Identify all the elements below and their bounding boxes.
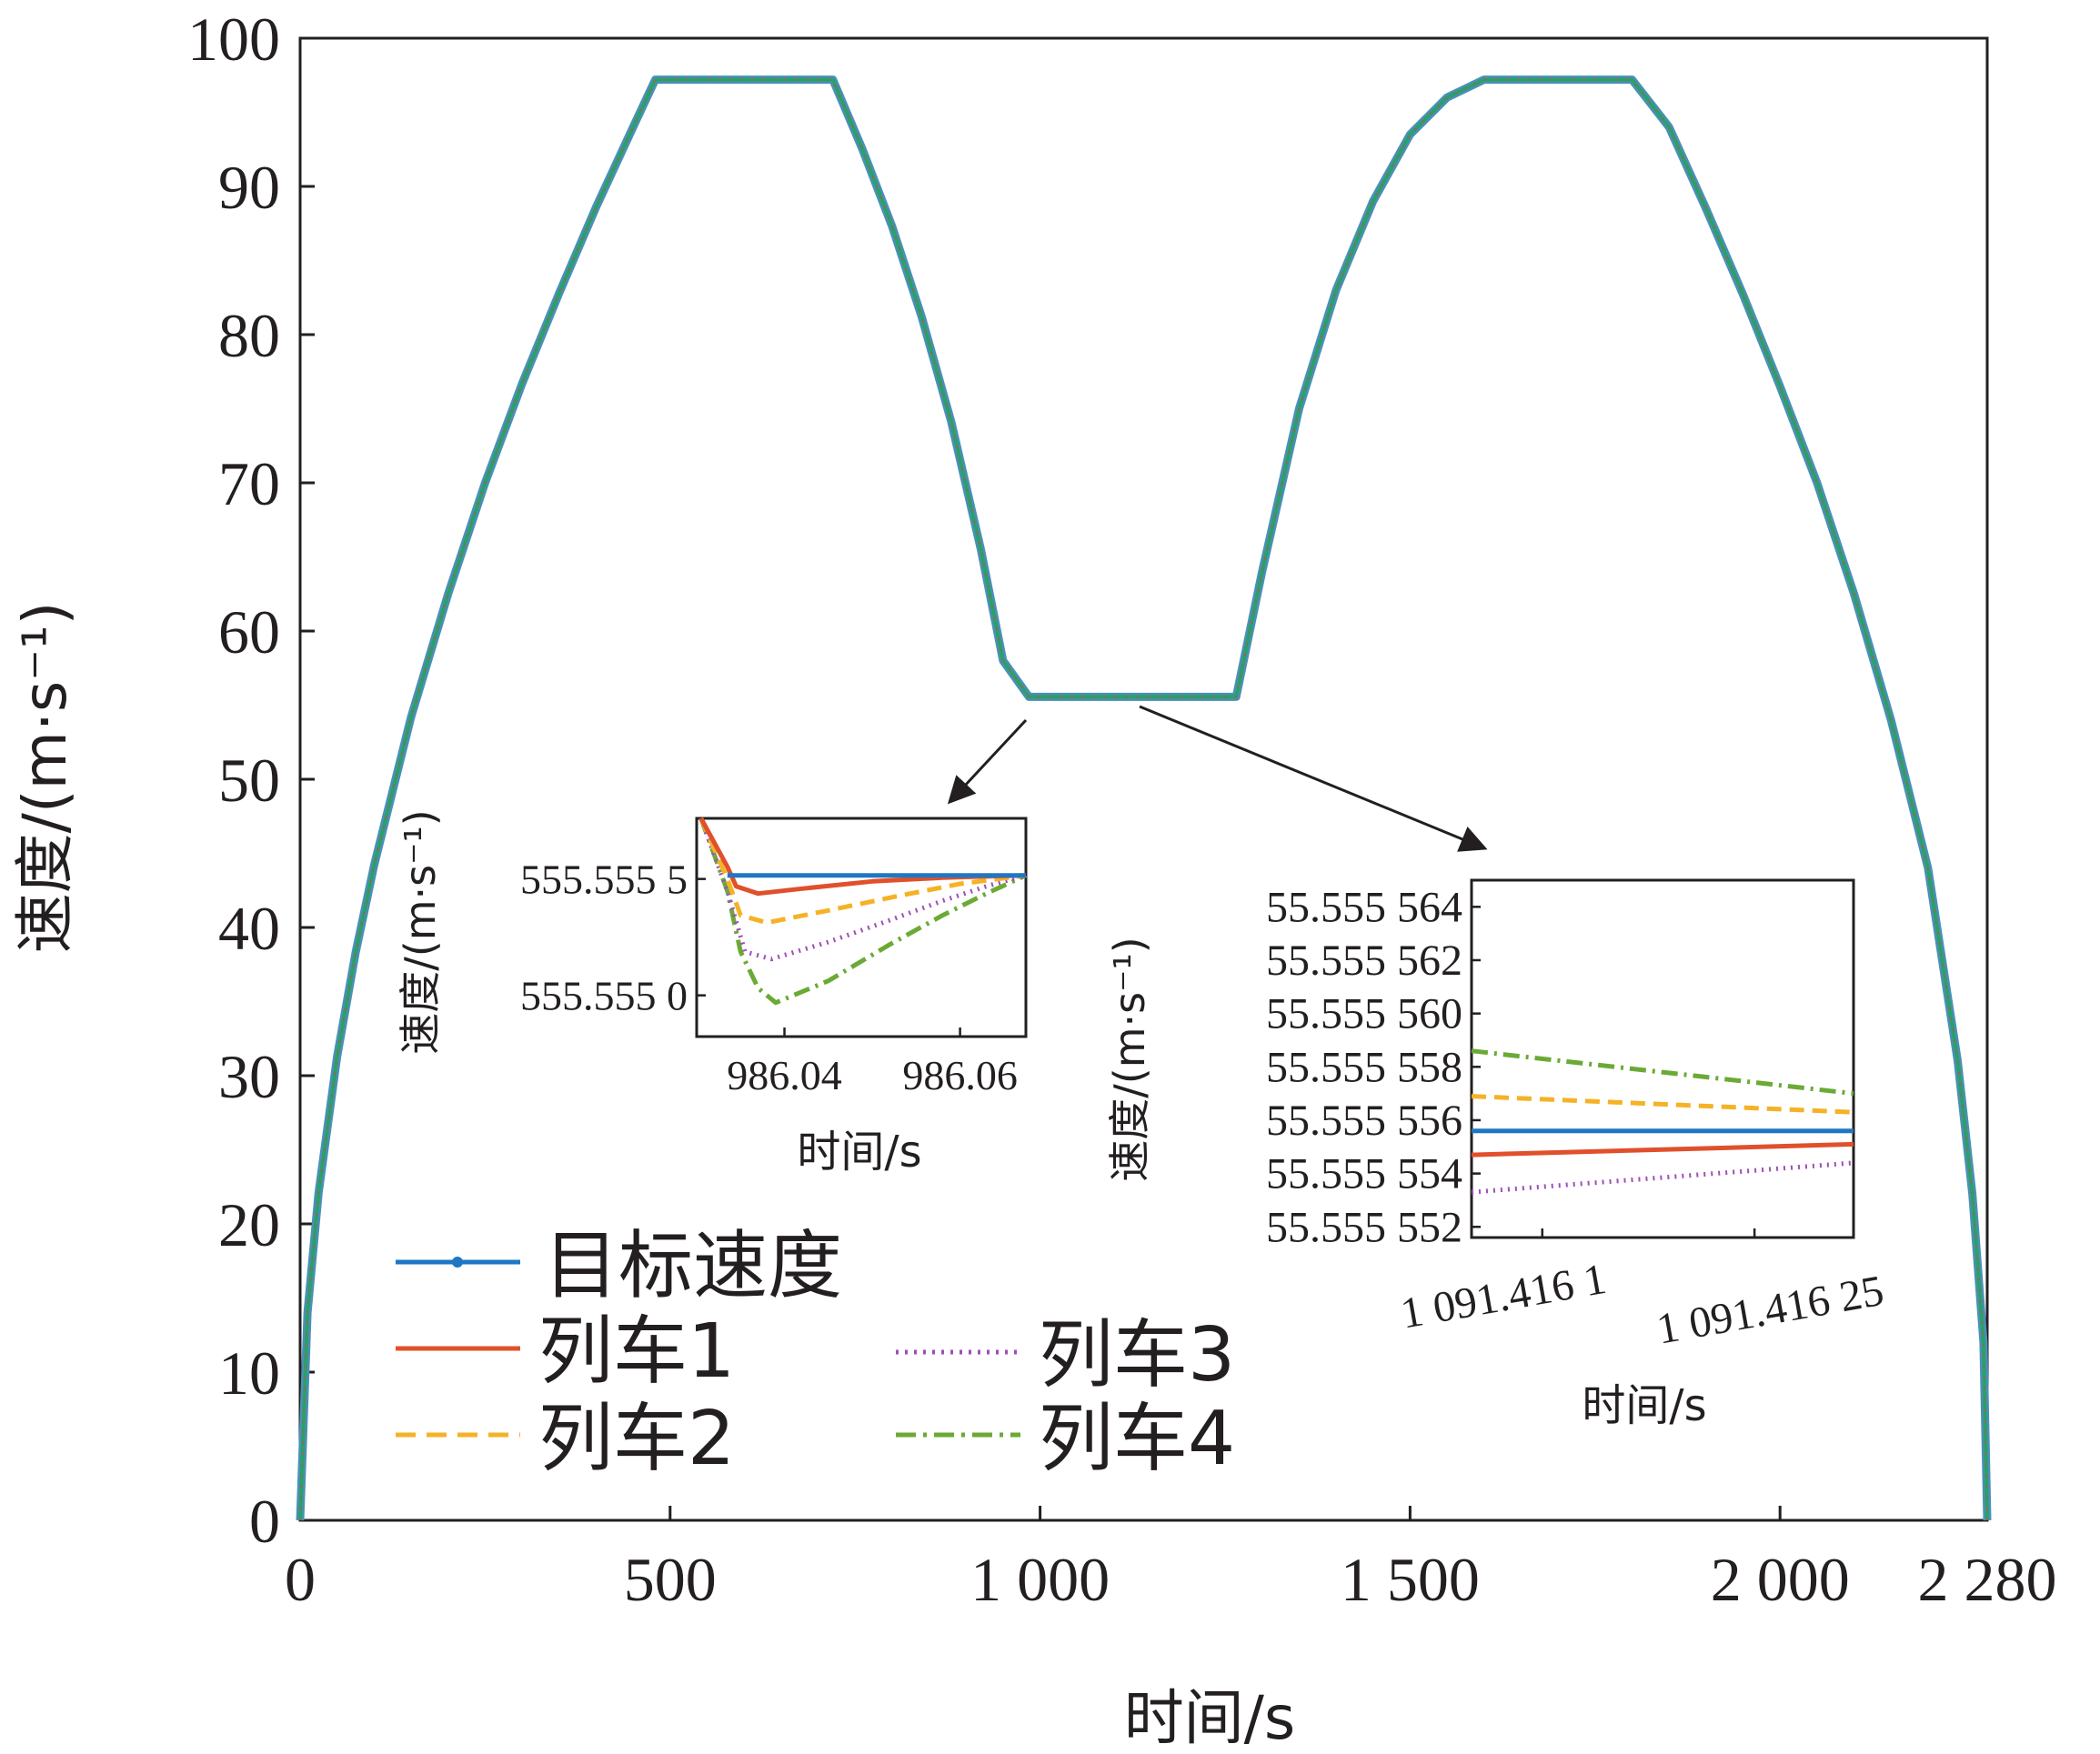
main-xtick-label: 2 000 <box>1711 1545 1850 1614</box>
main-xlabel: 时间/s <box>1124 1683 1296 1753</box>
legend-label-train2: 列车2 <box>538 1396 735 1482</box>
main-ylabel: 速度/(m·s⁻¹) <box>10 602 80 954</box>
inset1-ytick-label: 555.555 0 <box>520 973 688 1019</box>
inset2-ytick-label: 55.555 564 <box>1266 883 1462 931</box>
legend-entry-train3: 列车3 <box>896 1312 1235 1398</box>
main-ytick-label: 60 <box>218 597 280 667</box>
legend-label-train1: 列车1 <box>538 1308 735 1395</box>
main-xtick-label: 1 000 <box>970 1545 1110 1614</box>
inset1-series-group <box>698 817 1028 1006</box>
inset2-ytick-label: 55.555 556 <box>1266 1097 1462 1145</box>
main-series-group <box>296 75 1992 1521</box>
legend-entry-train2: 列车2 <box>396 1396 735 1482</box>
legend-entry-train4: 列车4 <box>896 1396 1235 1482</box>
inset2-ylabel: 速度/(m·s⁻¹) <box>1105 937 1154 1182</box>
inset2-series-train4 <box>1471 1048 1854 1097</box>
inset2-ytick-label: 55.555 552 <box>1266 1203 1462 1251</box>
main-ytick-label: 70 <box>218 449 280 518</box>
inset1-xtick-label: 986.06 <box>902 1052 1018 1098</box>
inset1-series-train4 <box>698 817 1028 1006</box>
main-xtick-label: 2 280 <box>1918 1545 2057 1614</box>
inset1-ytick-label: 555.555 5 <box>520 857 688 903</box>
main-ytick-label: 100 <box>187 5 280 74</box>
main-ytick-label: 90 <box>218 153 280 222</box>
main-xtick-label: 0 <box>285 1545 316 1614</box>
inset2-ytick-label: 55.555 554 <box>1266 1150 1462 1198</box>
main-ytick-label: 20 <box>218 1190 280 1259</box>
inset1-ylabel: 速度/(m·s⁻¹) <box>396 809 445 1055</box>
main-series-train4 <box>298 77 1989 1521</box>
legend-entry-train1: 列车1 <box>396 1308 735 1395</box>
inset1-series-train2 <box>698 817 1027 926</box>
inset1-axis-ticks: 555.555 5 555.555 0 986.04 986.06 <box>520 857 1018 1098</box>
main-xtick-label: 500 <box>624 1545 717 1614</box>
inset1-xlabel: 时间/s <box>797 1127 921 1178</box>
inset2-ytick-label: 55.555 558 <box>1266 1043 1462 1091</box>
main-ytick-label: 30 <box>218 1042 280 1111</box>
inset2-series-train1 <box>1471 1141 1854 1158</box>
main-ytick-label: 50 <box>218 746 280 815</box>
legend-label-target: 目标速度 <box>544 1223 842 1309</box>
legend-label-train4: 列车4 <box>1039 1396 1235 1482</box>
main-ytick-label: 80 <box>218 301 280 370</box>
inset2-series-group <box>1471 1048 1854 1195</box>
inset2-xtick-label: 1 091.416 1 <box>1397 1255 1610 1338</box>
inset2-ytick-label: 55.555 560 <box>1266 990 1462 1038</box>
zoom-arrow-right <box>1139 705 1488 852</box>
inset2-frame <box>1470 878 1855 1239</box>
inset2-xtick-label: 1 091.416 25 <box>1653 1267 1887 1354</box>
inset2-series-train2 <box>1471 1094 1854 1115</box>
main-ytick-label: 40 <box>218 894 280 963</box>
inset1-series-train3 <box>698 817 1027 962</box>
legend-entry-target: 目标速度 <box>396 1223 842 1309</box>
main-ytick-label: 10 <box>218 1338 280 1408</box>
inset2-ytick-label: 55.555 562 <box>1266 937 1462 985</box>
main-xtick-label: 1 500 <box>1341 1545 1480 1614</box>
inset1-frame <box>695 817 1028 1038</box>
inset2-xlabel: 时间/s <box>1582 1380 1706 1431</box>
legend-label-train3: 列车3 <box>1039 1312 1235 1398</box>
main-ytick-label: 0 <box>249 1487 280 1556</box>
zoom-arrow-left <box>947 718 1028 805</box>
legend: 目标速度 列车1 列车2 列车3 列车4 <box>396 1223 1235 1482</box>
inset1-xtick-label: 986.04 <box>727 1052 842 1098</box>
